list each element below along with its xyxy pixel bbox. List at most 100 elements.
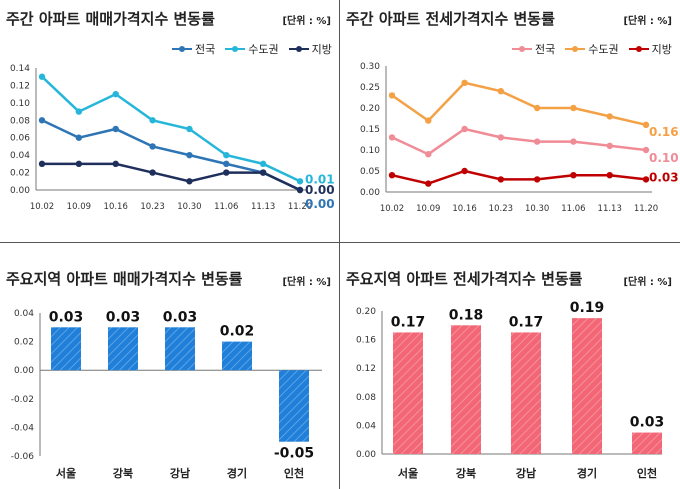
y-tick-label: 0.12 xyxy=(356,364,376,374)
sale-weekly-line-chart: 0.00 0.02 0.04 0.06 0.08 0.10 0.12 0.14 10.02 10.… xyxy=(10,64,335,212)
legend-label: 전국 xyxy=(535,43,556,56)
data-point xyxy=(497,88,505,95)
legend-item-capital: 수도권 xyxy=(565,41,619,57)
series-line-capital_j xyxy=(391,81,647,127)
y-tick-label: 0.30 xyxy=(360,62,380,72)
end-value-label: 0.16 xyxy=(649,125,679,139)
x-tick-label: 10.16 xyxy=(104,202,128,212)
series-line-region_j xyxy=(391,169,647,185)
x-tick-label: 10.16 xyxy=(452,204,476,214)
data-point xyxy=(186,125,193,133)
sale-weekly-panel: 주간 아파트 매매가격지수 변동률 [단위 : %] 전국 수도권 지방 0.0… xyxy=(0,0,339,242)
bar-value-label: 0.17 xyxy=(391,314,426,330)
bar-value-label: 0.03 xyxy=(49,309,84,325)
x-tick-label: 11.13 xyxy=(598,204,622,214)
vertical-divider xyxy=(339,0,340,489)
series-line-nation xyxy=(41,119,301,192)
x-category-label: 강북 xyxy=(113,466,133,480)
legend-label: 수도권 xyxy=(588,43,619,56)
data-point xyxy=(149,169,156,176)
legend-marker xyxy=(288,46,309,52)
legend-marker xyxy=(512,46,532,52)
bar-value-label: 0.17 xyxy=(509,314,544,330)
data-point xyxy=(642,121,650,128)
jeonse-region-bar-chart: 0.00 0.04 0.08 0.12 0.16 0.20 0.17 서울 0.18 강북 0.17… xyxy=(356,300,664,480)
jeonse-weekly-line-chart: 0.00 0.05 0.10 0.15 0.20 0.25 0.30 10.02 10.09 10… xyxy=(360,62,679,214)
legend-marker xyxy=(225,46,246,52)
x-tick-label: 10.02 xyxy=(380,204,404,214)
bar-value-label: 0.03 xyxy=(106,309,141,325)
legend-item-nation: 전국 xyxy=(512,41,555,57)
data-point xyxy=(75,134,83,141)
data-point xyxy=(186,151,193,159)
y-tick-label: 0.16 xyxy=(356,336,376,346)
bar xyxy=(511,332,541,454)
end-value-label: 0.00 xyxy=(305,197,335,211)
data-point xyxy=(606,142,613,149)
x-category-label: 경기 xyxy=(577,466,597,480)
bar xyxy=(51,327,81,371)
data-point xyxy=(223,169,230,176)
y-tick-label: 0.20 xyxy=(356,307,376,317)
jeonse-weekly-panel: 주간 아파트 전세가격지수 변동률 [단위 : %] 전국 수도권 지방 0.0… xyxy=(340,0,680,242)
data-point xyxy=(38,117,46,124)
y-tick-label: 0.00 xyxy=(356,450,376,460)
end-value-label: 0.03 xyxy=(649,170,679,184)
chart-legend: 전국 수도권 지방 xyxy=(512,41,672,57)
x-category-label: 강북 xyxy=(456,466,476,480)
series-line-nation_j xyxy=(391,127,647,156)
unit-label: [단위 : %] xyxy=(282,277,331,288)
x-tick-label: 10.23 xyxy=(489,204,513,214)
bar xyxy=(451,325,481,454)
y-tick-label: 0.12 xyxy=(10,81,30,91)
y-tick-label: -0.06 xyxy=(11,452,35,462)
y-tick-label: 0.02 xyxy=(14,338,34,348)
legend-item-capital: 수도권 xyxy=(225,41,279,57)
jeonse-region-panel: 주요지역 아파트 전세가격지수 변동률 [단위 : %] 0.00 0.04 0.0… xyxy=(340,243,680,489)
y-tick-label: 0.20 xyxy=(360,104,380,114)
bar-value-label: 0.02 xyxy=(220,324,255,340)
unit-label: [단위 : %] xyxy=(623,16,672,27)
x-tick-label: 10.09 xyxy=(416,204,440,214)
y-tick-label: 0.05 xyxy=(360,167,380,177)
y-tick-label: 0.08 xyxy=(356,393,376,403)
chart-legend: 전국 수도권 지방 xyxy=(172,41,332,57)
y-tick-label: -0.02 xyxy=(11,395,34,405)
data-point xyxy=(461,79,468,87)
end-value-label: 0.10 xyxy=(649,151,679,165)
legend-marker xyxy=(628,46,649,52)
x-category-label: 경기 xyxy=(227,466,247,480)
bar xyxy=(222,341,252,371)
data-point xyxy=(606,172,613,179)
y-tick-label: 0.08 xyxy=(10,116,30,126)
data-point xyxy=(642,176,650,183)
x-category-label: 인천 xyxy=(637,466,657,480)
data-point xyxy=(533,176,541,183)
y-tick-label: -0.04 xyxy=(11,423,35,433)
series-line-capital xyxy=(41,75,301,183)
x-tick-label: 10.09 xyxy=(67,202,91,212)
data-point xyxy=(296,178,304,185)
panel-title: 주간 아파트 매매가격지수 변동률 xyxy=(6,10,215,28)
bar xyxy=(165,327,195,371)
data-point xyxy=(570,138,577,145)
legend-label: 지방 xyxy=(311,43,332,56)
data-point xyxy=(259,169,267,176)
data-point xyxy=(75,160,83,168)
legend-marker xyxy=(172,46,192,52)
x-tick-label: 10.23 xyxy=(140,202,164,212)
x-tick-label: 10.30 xyxy=(177,202,201,212)
legend-label: 수도권 xyxy=(248,43,279,56)
panel-title: 주요지역 아파트 전세가격지수 변동률 xyxy=(346,270,583,288)
data-point xyxy=(149,143,156,150)
bar xyxy=(572,318,602,454)
panel-title: 주간 아파트 전세가격지수 변동률 xyxy=(346,10,555,28)
data-point xyxy=(223,160,230,168)
y-tick-label: 0.10 xyxy=(360,146,380,156)
y-tick-label: 0.00 xyxy=(10,186,30,196)
legend-item-region: 지방 xyxy=(288,41,332,57)
x-tick-label: 11.20 xyxy=(288,202,312,212)
bar-value-label: 0.03 xyxy=(163,309,198,325)
x-category-label: 강남 xyxy=(516,466,536,480)
x-category-label: 인천 xyxy=(284,466,304,480)
